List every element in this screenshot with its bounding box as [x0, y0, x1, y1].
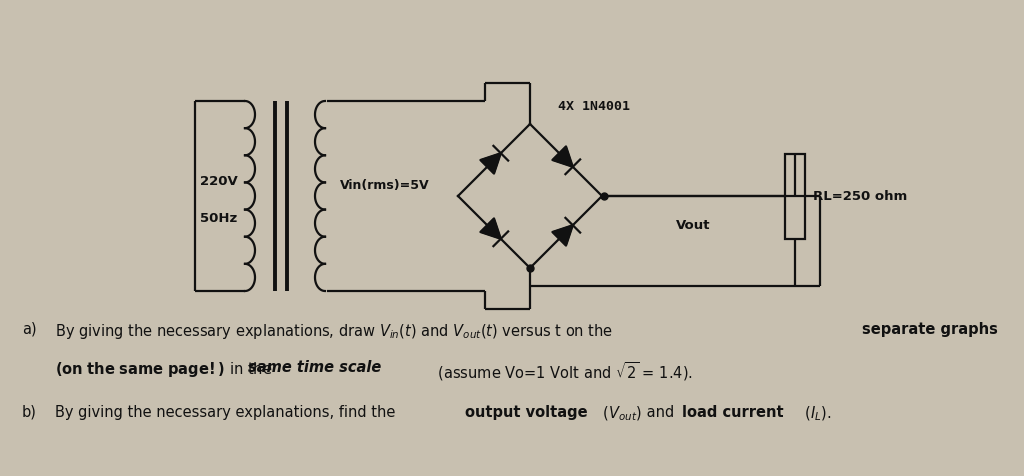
Text: and: and — [642, 404, 679, 419]
Text: 220V: 220V — [200, 175, 238, 188]
Text: $\mathbf{(on\ the\ same\ page!)}$ in the: $\mathbf{(on\ the\ same\ page!)}$ in the — [55, 359, 273, 378]
Text: Vin(rms)=5V: Vin(rms)=5V — [340, 178, 430, 192]
Text: a): a) — [22, 321, 37, 336]
Text: 4X 1N4001: 4X 1N4001 — [558, 100, 630, 113]
Text: $(V_{out})$: $(V_{out})$ — [598, 404, 642, 423]
Text: output voltage: output voltage — [465, 404, 588, 419]
Text: $(I_L)$.: $(I_L)$. — [800, 404, 831, 423]
Text: 50Hz: 50Hz — [200, 211, 238, 225]
Text: Vout: Vout — [676, 218, 711, 231]
Polygon shape — [480, 219, 501, 239]
Text: By giving the necessary explanations, find the: By giving the necessary explanations, fi… — [55, 404, 400, 419]
Text: load current: load current — [682, 404, 783, 419]
Bar — [785, 154, 805, 239]
Polygon shape — [552, 226, 572, 246]
Text: RL=250 ohm: RL=250 ohm — [813, 190, 907, 203]
Text: separate graphs: separate graphs — [862, 321, 997, 336]
Text: (assume Vo=1 Volt and $\sqrt{2}$ = 1.4).: (assume Vo=1 Volt and $\sqrt{2}$ = 1.4). — [433, 359, 693, 382]
Text: By giving the necessary explanations, draw $V_{in}(t)$ and $V_{out}(t)$ versus t: By giving the necessary explanations, dr… — [55, 321, 614, 340]
Text: same time scale: same time scale — [248, 359, 381, 374]
Polygon shape — [552, 147, 572, 168]
Text: b): b) — [22, 404, 37, 419]
Polygon shape — [480, 154, 501, 174]
